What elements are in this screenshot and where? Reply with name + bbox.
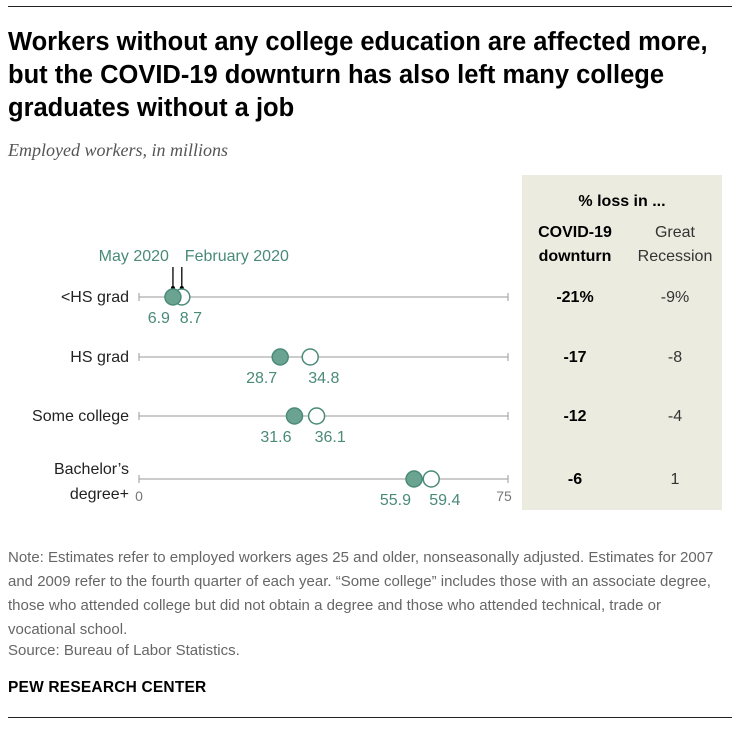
data-label-february-2020: 59.4 [429, 492, 460, 509]
data-label-february-2020: 8.7 [180, 310, 202, 327]
brand-name: PEW RESEARCH CENTER [8, 679, 207, 696]
data-label-may-2020: 55.9 [380, 492, 411, 509]
point-may-2020 [164, 288, 182, 306]
category-label: Some college [32, 408, 129, 425]
table-cell: -17 [563, 349, 586, 366]
chart-source: Source: Bureau of Labor Statistics. [8, 642, 240, 659]
category-label: HS grad [70, 349, 129, 366]
data-label-may-2020: 31.6 [260, 429, 291, 446]
legend-label: May 2020 [99, 248, 169, 265]
top-rule [8, 6, 732, 7]
category-label: <HS grad [61, 289, 129, 306]
table-cell: -6 [568, 471, 582, 488]
chart-note: Note: Estimates refer to employed worker… [8, 549, 714, 638]
table-cell: -8 [668, 349, 682, 366]
table-header: % loss in ... [578, 193, 665, 210]
table-column-header: COVID-19 downturn [538, 224, 612, 265]
point-february-2020 [422, 470, 440, 488]
x-tick-label: 0 [135, 488, 143, 504]
data-label-may-2020: 6.9 [148, 310, 170, 327]
table-panel [522, 175, 722, 510]
table-cell: -4 [668, 408, 682, 425]
table-cell: -21% [556, 289, 593, 306]
table-cell: -9% [661, 289, 689, 306]
data-label-february-2020: 36.1 [315, 429, 346, 446]
table-column-header: Great Recession [638, 224, 713, 265]
point-may-2020 [405, 470, 423, 488]
x-tick-label: 75 [496, 488, 512, 504]
data-label-february-2020: 34.8 [308, 370, 339, 387]
legend-label: February 2020 [185, 248, 289, 265]
bottom-rule [8, 717, 732, 718]
chart-title: Workers without any college education ar… [8, 28, 708, 122]
point-may-2020 [271, 348, 289, 366]
table-cell: 1 [671, 471, 680, 488]
point-february-2020 [301, 348, 319, 366]
chart-subtitle: Employed workers, in millions [8, 140, 228, 160]
point-february-2020 [307, 407, 326, 425]
point-may-2020 [285, 407, 304, 425]
category-label: Bachelor’s degree+ [54, 461, 129, 503]
dot-chart: % loss in ... COVID-19 downturn Great Recess… [32, 175, 722, 510]
table-cell: -12 [563, 408, 586, 425]
data-label-may-2020: 28.7 [246, 370, 277, 387]
